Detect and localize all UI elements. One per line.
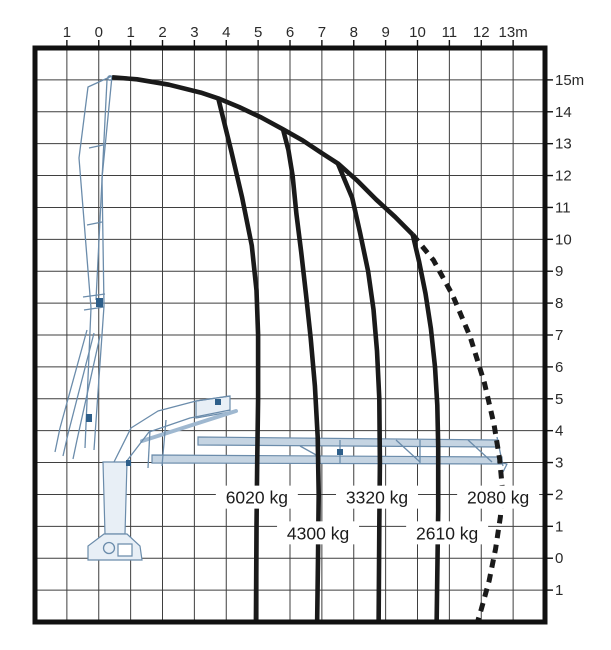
crane-line bbox=[86, 221, 103, 226]
top-axis-tick-label: 13m bbox=[499, 24, 528, 41]
crane-part bbox=[197, 436, 499, 448]
crane-line bbox=[467, 439, 493, 463]
top-axis-tick-label: 8 bbox=[350, 24, 358, 41]
load-label: 6020 kg bbox=[226, 488, 288, 508]
right-axis-tick-label: 3 bbox=[555, 455, 563, 472]
load-label-bg bbox=[406, 521, 489, 545]
top-axis-tick-label: 0 bbox=[95, 24, 103, 41]
load-label: 2610 kg bbox=[416, 523, 478, 543]
crane-part bbox=[102, 461, 128, 535]
top-axis-tick-label: 3 bbox=[190, 24, 198, 41]
top-axis-tick-label: 9 bbox=[381, 24, 389, 41]
crane-joint bbox=[96, 298, 103, 307]
crane-line bbox=[72, 439, 78, 460]
crane-line bbox=[82, 293, 106, 298]
top-axis-tick-label: 1 bbox=[126, 24, 134, 41]
crane-joint bbox=[126, 460, 131, 466]
load-labels: 6020 kg 4300 kg 3320 kg 2610 kg 2080 kg bbox=[215, 485, 540, 545]
crane-part bbox=[151, 454, 503, 465]
crane-line bbox=[395, 439, 421, 463]
top-axis-tick-label: 2 bbox=[158, 24, 166, 41]
right-axis-tick-label: 4 bbox=[555, 423, 563, 440]
load-label-bg bbox=[336, 485, 419, 509]
top-axis-tick-label: 1 bbox=[63, 24, 71, 41]
load-label-bg bbox=[215, 485, 298, 509]
crane-line bbox=[67, 332, 95, 435]
capacity-curve-6020-kg bbox=[216, 97, 261, 622]
load-label-bg bbox=[277, 521, 360, 545]
axis-ticks bbox=[66, 40, 553, 591]
crane-part bbox=[117, 543, 133, 557]
crane-line bbox=[161, 419, 167, 467]
right-axis-tick-label: 13 bbox=[555, 136, 572, 153]
load-label: 2080 kg bbox=[467, 488, 529, 508]
crane-line bbox=[54, 427, 61, 453]
right-axis-tick-label: 15m bbox=[555, 72, 584, 89]
crane-line bbox=[125, 409, 231, 463]
right-axis-tick-label: 2 bbox=[555, 486, 563, 503]
crane-joint bbox=[337, 449, 343, 455]
crane-line bbox=[59, 329, 88, 429]
crane-line bbox=[299, 445, 319, 457]
right-axis-tick-label: 14 bbox=[555, 104, 572, 121]
crane-line bbox=[113, 395, 231, 463]
crane-line bbox=[88, 144, 104, 149]
capacity-curve-2610-kg bbox=[410, 234, 441, 622]
crane-joint bbox=[215, 399, 221, 405]
right-axis-tick-label: 5 bbox=[555, 391, 563, 408]
crane-joint bbox=[86, 414, 92, 422]
load-label: 3320 kg bbox=[346, 488, 408, 508]
load-label: 4300 kg bbox=[287, 523, 349, 543]
crane-line bbox=[76, 335, 101, 441]
capacity-curve-2080-kg bbox=[410, 233, 505, 622]
top-axis-tick-label: 12 bbox=[473, 24, 490, 41]
crane-line bbox=[147, 429, 151, 469]
load-label-bg bbox=[457, 485, 540, 509]
right-axis-tick-label: 1 bbox=[555, 582, 563, 599]
crane-pivot bbox=[102, 541, 116, 555]
right-axis-tick-label: 7 bbox=[555, 327, 563, 344]
crane-line bbox=[62, 433, 69, 457]
right-axis-tick-label: 6 bbox=[555, 359, 563, 376]
top-axis-tick-label: 4 bbox=[222, 24, 230, 41]
right-axis-tick-label: 0 bbox=[555, 550, 563, 567]
right-axis-tick-label: 11 bbox=[555, 199, 571, 216]
capacity-curves bbox=[111, 75, 505, 622]
right-axis-tick-label: 10 bbox=[555, 231, 572, 248]
top-axis-tick-label: 10 bbox=[409, 24, 426, 41]
crane-cylinder bbox=[140, 409, 238, 443]
axis-labels: 1 0 1 2 3 4 5 6 7 8 9 10 11 12 13m15m14131211109876543… bbox=[63, 24, 584, 599]
top-axis-tick-label: 5 bbox=[254, 24, 262, 41]
right-axis-tick-label: 8 bbox=[555, 295, 563, 312]
crane-line bbox=[95, 79, 108, 301]
right-axis-tick-label: 1 bbox=[555, 518, 563, 535]
right-axis-tick-label: 12 bbox=[555, 168, 572, 185]
right-axis-tick-label: 9 bbox=[555, 263, 563, 280]
top-axis-tick-label: 11 bbox=[442, 24, 458, 41]
capacity-curve-4300-kg bbox=[280, 128, 322, 622]
crane-line bbox=[93, 75, 113, 451]
top-axis-tick-label: 6 bbox=[286, 24, 294, 41]
capacity-curve-envelope bbox=[111, 75, 415, 237]
capacity-curve-3320-kg bbox=[335, 162, 383, 622]
top-axis-tick-label: 7 bbox=[318, 24, 326, 41]
crane-line bbox=[83, 306, 105, 311]
